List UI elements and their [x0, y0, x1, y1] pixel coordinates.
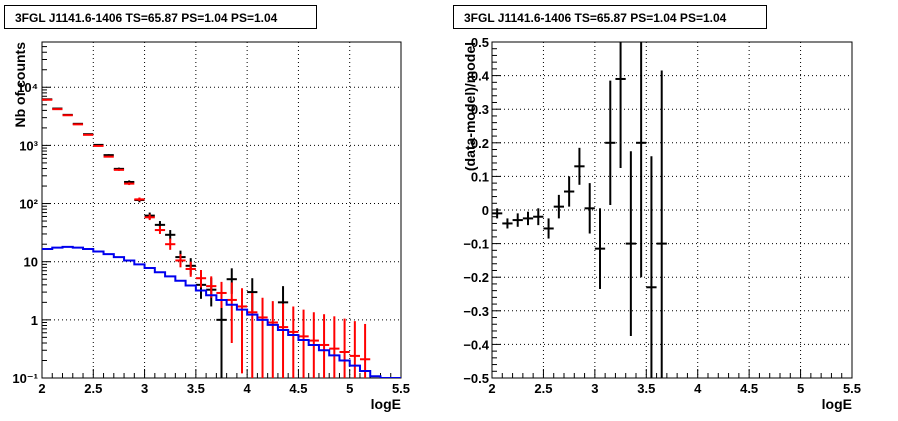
residual-y-tick-label: −0.3: [463, 304, 489, 319]
counts-data: [42, 98, 401, 378]
residual-y-tick-label: 0: [482, 203, 489, 218]
counts-data-point: [83, 133, 94, 136]
residual-y-tick-label: −0.2: [463, 270, 489, 285]
counts-data-point: [103, 155, 114, 158]
residual-data-point: [522, 211, 534, 226]
residual-y-axis-title: (data-model)/model: [462, 42, 478, 171]
residual-y-tick-label: −0.4: [463, 337, 489, 352]
counts-y-tick-label: 10²: [19, 197, 38, 212]
counts-data-point: [206, 276, 217, 298]
counts-y-tick-label: 10⁻¹: [12, 371, 38, 386]
counts-x-tick-label: 2.5: [84, 381, 102, 396]
residual-plot: 2 2.5 3 3.5 4 4.5 5 5.5 −0.5 −0.4 −0.3 −0.2 −0.1 0 0.1…: [462, 35, 861, 412]
counts-data-point: [195, 269, 207, 288]
counts-data-point: [42, 98, 53, 101]
residual-data-point: [502, 218, 513, 229]
residual-y-tick-label: −0.1: [463, 237, 489, 252]
residual-data-point: [564, 176, 575, 207]
right-plot-title: 3FGL J1141.6-1406 TS=65.87 PS=1.04 PS=1.…: [453, 5, 767, 29]
counts-data-point: [52, 108, 63, 111]
counts-data-point: [154, 226, 166, 234]
residual-y-tick-label: 0.1: [471, 169, 489, 184]
residual-y-tick-label: 0.4: [471, 69, 490, 84]
counts-y-tick-label: 10⁴: [17, 80, 38, 95]
counts-data-point: [134, 197, 145, 202]
residual-y-tick-label: −0.5: [463, 371, 489, 386]
residual-data-point: [594, 208, 606, 289]
residual-data-point: [636, 42, 647, 278]
residual-data-point: [574, 147, 585, 185]
residual-y-tick-label: 0.5: [471, 35, 489, 50]
counts-data-point: [113, 168, 125, 171]
residual-x-tick-label: 2.5: [534, 381, 552, 396]
counts-data-point: [165, 238, 176, 250]
counts-data-point: [288, 306, 299, 378]
residual-data-point: [512, 213, 523, 227]
left-plot-title: 3FGL J1141.6-1406 TS=65.87 PS=1.04 PS=1.…: [4, 5, 317, 29]
counts-data-point: [257, 297, 268, 378]
residual-x-tick-label: 5.5: [843, 381, 861, 396]
counts-x-tick-label: 3: [141, 381, 148, 396]
counts-y-tick-label: 10³: [19, 138, 38, 153]
counts-x-tick-label: 4.5: [289, 381, 307, 396]
residual-x-tick-label: 3: [591, 381, 598, 396]
counts-data-point: [349, 321, 360, 378]
counts-data-point: [62, 114, 73, 117]
counts-data-point: [359, 323, 371, 378]
counts-model-step-line: [42, 245, 401, 378]
counts-data-point: [329, 316, 340, 378]
residual-data-point: [646, 156, 657, 378]
residual-y-tick-label: 0.3: [471, 102, 489, 117]
residual-data-point: [492, 208, 503, 219]
counts-x-tick-label: 2: [38, 381, 45, 396]
counts-data-point: [124, 182, 135, 186]
counts-data-point: [185, 261, 196, 277]
counts-plot: 2 2.5 3 3.5 4 4.5 5 5.5 10⁻¹ 1 10 10² 10³ 10⁴ logE Nb o…: [12, 41, 410, 412]
counts-y-axis-title: Nb of counts: [12, 42, 28, 128]
residual-data-point: [615, 42, 626, 168]
counts-data-point: [226, 282, 237, 343]
counts-data-point: [72, 123, 84, 126]
counts-data-point: [318, 314, 330, 378]
counts-data-point: [165, 230, 176, 240]
residual-x-tick-label: 5: [797, 381, 804, 396]
counts-data-point: [216, 297, 227, 378]
counts-data-point: [175, 254, 186, 268]
counts-data-point: [236, 288, 248, 374]
counts-data-point: [93, 144, 104, 147]
counts-x-tick-label: 5.5: [392, 381, 410, 396]
residual-data: [492, 42, 667, 378]
residual-data-point: [605, 80, 616, 205]
residual-data-point: [553, 194, 564, 219]
counts-data-point: [267, 301, 278, 378]
residual-x-axis-title: logE: [822, 396, 852, 412]
counts-data-point: [144, 214, 155, 221]
counts-y-tick-label: 1: [31, 313, 38, 328]
counts-x-tick-label: 4: [244, 381, 252, 396]
residual-y-tick-label: 0.2: [471, 136, 489, 151]
residual-data-point: [625, 151, 636, 336]
counts-y-tick-label: 10: [24, 255, 38, 270]
residual-data-point: [543, 218, 554, 239]
residual-data-point: [533, 208, 544, 226]
counts-data-point: [298, 309, 309, 378]
counts-x-axis-title: logE: [371, 396, 401, 412]
residual-x-tick-label: 4.5: [740, 381, 758, 396]
counts-x-tick-label: 5: [346, 381, 353, 396]
residual-x-tick-label: 3.5: [637, 381, 655, 396]
counts-x-tick-label: 3.5: [187, 381, 205, 396]
counts-data-point: [216, 281, 227, 308]
residual-data-point: [656, 70, 667, 378]
counts-data-point: [247, 292, 258, 378]
residual-data-point: [584, 183, 595, 234]
counts-data-point: [277, 303, 289, 378]
residual-x-tick-label: 4: [694, 381, 702, 396]
residual-x-tick-label: 2: [488, 381, 495, 396]
counts-data-point: [339, 318, 350, 378]
